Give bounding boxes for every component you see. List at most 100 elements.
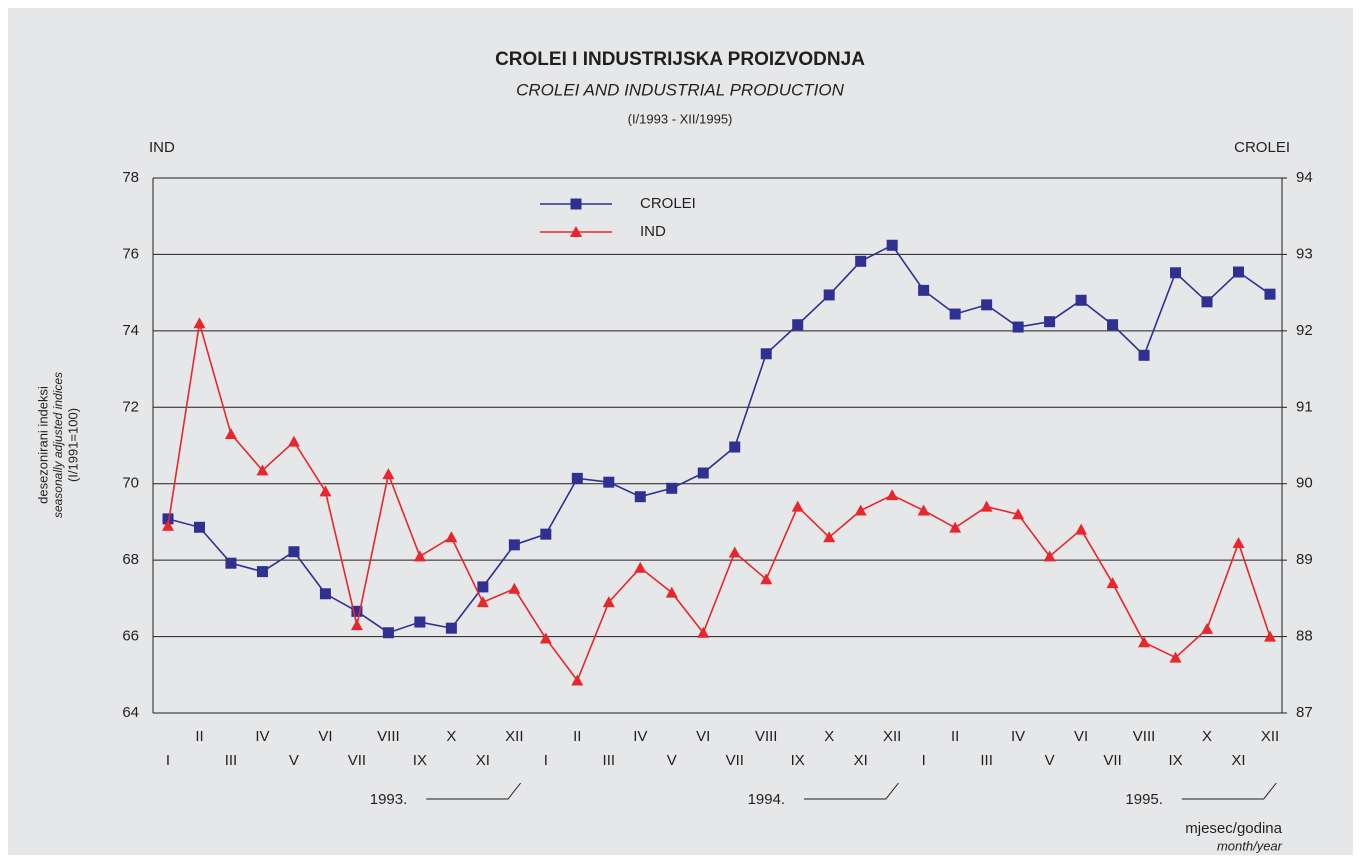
data-point (351, 605, 363, 617)
data-point (319, 588, 331, 600)
data-point (193, 317, 206, 329)
data-point (224, 428, 237, 440)
x-tick-label: VII (348, 752, 366, 769)
data-point (1138, 349, 1150, 361)
data-point (319, 485, 332, 497)
x-tick-label: IV (633, 728, 647, 745)
data-point (288, 546, 300, 558)
x-tick-label: V (667, 752, 677, 769)
data-point (729, 441, 741, 453)
data-point (413, 550, 426, 562)
x-tick-label: XI (854, 752, 868, 769)
y-tick-label: 66 (122, 628, 139, 645)
x-tick-label: IV (1011, 728, 1025, 745)
data-point (256, 566, 268, 578)
data-point (540, 528, 552, 540)
data-point (1044, 316, 1056, 328)
y2-tick-label: 87 (1296, 704, 1313, 721)
x-tick-label: III (603, 752, 616, 769)
data-point (823, 531, 836, 543)
data-point (854, 504, 867, 516)
y-tick-label: 68 (122, 551, 139, 568)
legend-marker (570, 198, 582, 210)
data-point (1106, 577, 1119, 589)
x-tick-label: VII (726, 752, 744, 769)
x-tick-label: X (1202, 728, 1212, 745)
y2-tick-label: 94 (1296, 169, 1313, 186)
x-tick-label: III (225, 752, 238, 769)
data-point (256, 464, 269, 476)
x-tick-label: VI (696, 728, 710, 745)
data-point (760, 348, 772, 360)
x-tick-label: V (289, 752, 299, 769)
x-tick-label: IX (1168, 752, 1182, 769)
data-point (382, 627, 394, 639)
data-point (162, 513, 174, 525)
data-point (1012, 321, 1024, 333)
chart-title: CROLEI I INDUSTRIJSKA PROIZVODNJA (495, 49, 865, 70)
data-point (666, 482, 678, 494)
x-tick-label: XI (476, 752, 490, 769)
data-point (1107, 319, 1119, 331)
data-point (445, 622, 457, 634)
data-point (1012, 508, 1025, 520)
y-tick-label: 78 (122, 169, 139, 186)
x-tick-label: V (1045, 752, 1055, 769)
year-bracket (1181, 782, 1277, 800)
y2-tick-label: 91 (1296, 398, 1313, 415)
data-point (1075, 523, 1088, 535)
data-point (917, 504, 930, 516)
legend-label: CROLEI (640, 195, 696, 212)
data-point (728, 546, 741, 558)
x-tick-label: VIII (1133, 728, 1156, 745)
data-point (697, 467, 709, 479)
data-point (665, 586, 678, 598)
y-tick-label: 64 (122, 704, 139, 721)
data-point (414, 616, 426, 628)
legend-marker (570, 226, 582, 237)
x-tick-label: IX (413, 752, 427, 769)
data-point (1233, 266, 1245, 278)
data-point (886, 239, 898, 251)
data-point (603, 476, 615, 488)
data-point (508, 582, 521, 594)
y2-tick-label: 88 (1296, 628, 1313, 645)
x-tick-label: VIII (755, 728, 778, 745)
x-tick-label: II (573, 728, 581, 745)
year-label: 1994. (748, 791, 786, 808)
data-point (1232, 536, 1245, 548)
x-tick-label: I (544, 752, 548, 769)
year-bracket (426, 782, 522, 800)
year-label: 1995. (1125, 791, 1163, 808)
y-axis-title: IND (149, 139, 175, 156)
y2-tick-label: 93 (1296, 245, 1313, 262)
series-line (167, 322, 1271, 683)
data-point (1201, 296, 1213, 308)
y-axis-label: (I/1991=100) (65, 408, 80, 482)
data-point (823, 289, 835, 301)
data-point (949, 308, 961, 320)
data-point (1169, 651, 1182, 663)
x-tick-label: IX (791, 752, 805, 769)
y-tick-label: 72 (122, 398, 139, 415)
x-tick-label: X (824, 728, 834, 745)
y2-tick-label: 89 (1296, 551, 1313, 568)
y-axis-label: desezonirani indeksi (35, 386, 50, 504)
data-point (382, 468, 395, 480)
x-tick-label: VI (1074, 728, 1088, 745)
y-tick-label: 76 (122, 245, 139, 262)
y-tick-label: 74 (122, 322, 139, 339)
data-point (1170, 267, 1182, 279)
data-point (918, 284, 930, 296)
data-point (1264, 288, 1276, 300)
data-point (980, 500, 993, 512)
data-point (949, 521, 962, 533)
data-point (508, 539, 520, 551)
x-tick-label: II (951, 728, 959, 745)
data-point (445, 531, 458, 543)
data-point (571, 472, 583, 484)
y2-axis-title: CROLEI (1234, 139, 1290, 156)
data-point (225, 557, 237, 569)
year-bracket (804, 782, 899, 800)
